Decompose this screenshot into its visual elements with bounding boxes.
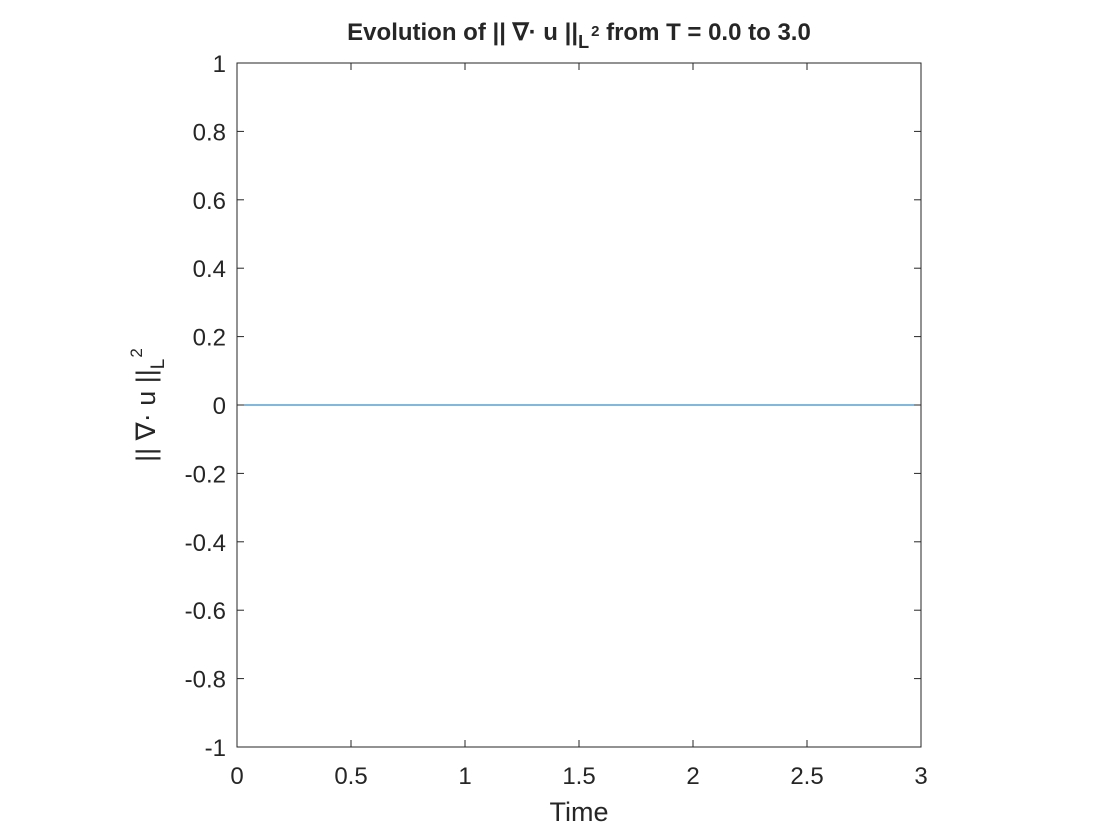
chart-title-rest: from T = 0.0 to 3.0 — [599, 19, 810, 46]
y-tick-label: 0.4 — [193, 256, 226, 283]
y-tick-label: 1 — [213, 51, 226, 78]
y-tick-label: -0.6 — [185, 598, 226, 625]
y-tick-label: 0.8 — [193, 119, 226, 146]
y-tick-label: -1 — [205, 735, 226, 762]
y-tick-label: 0 — [213, 393, 226, 420]
y-axis-label: || ∇· u ||L2 — [127, 348, 169, 462]
x-axis-label: Time — [550, 797, 609, 827]
x-tick-labels: 0 0.5 1 1.5 2 2.5 3 — [230, 763, 927, 790]
x-tick-label: 1 — [458, 763, 471, 790]
y-axis-label-subscript: L — [148, 359, 169, 370]
chart-title-superscript: 2 — [591, 23, 599, 40]
y-tick-label: -0.4 — [185, 530, 226, 557]
y-tick-labels: 1 0.8 0.6 0.4 0.2 0 -0.2 -0.4 -0.6 -0.8 -1 — [185, 51, 226, 762]
chart-title: Evolution of || ∇· u ||L2 from T = 0.0 t… — [347, 19, 811, 52]
y-tick-label: -0.2 — [185, 461, 226, 488]
y-tick-label: 0.6 — [193, 188, 226, 215]
x-tick-label: 2.5 — [790, 763, 823, 790]
y-tick-label: -0.8 — [185, 667, 226, 694]
y-axis-label-main: || ∇· u || — [131, 369, 161, 462]
x-tick-label: 1.5 — [562, 763, 595, 790]
axes-box — [236, 62, 922, 748]
x-tick-label: 3 — [914, 763, 927, 790]
chart-title-subscript: L — [578, 32, 589, 52]
x-tick-label: 0.5 — [334, 763, 367, 790]
x-tick-label: 2 — [686, 763, 699, 790]
chart-title-main: Evolution of || ∇· u || — [347, 19, 578, 46]
x-tick-label: 0 — [230, 763, 243, 790]
y-tick-label: 0.2 — [193, 325, 226, 352]
y-axis-label-superscript: 2 — [127, 348, 146, 357]
